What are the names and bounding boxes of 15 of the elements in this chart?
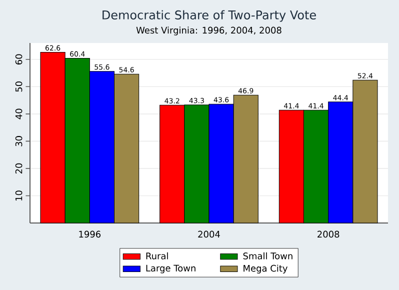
y-tick-label: 30 bbox=[15, 136, 22, 146]
chart-subtitle: West Virginia: 1996, 2004, 2008 bbox=[136, 26, 282, 36]
legend-label: Mega City bbox=[244, 264, 288, 274]
chart-title: Democratic Share of Two-Party Vote bbox=[102, 10, 316, 22]
y-tick-label: 50 bbox=[15, 82, 22, 92]
x-tick-label: 2008 bbox=[318, 230, 340, 238]
legend-label: Small Town bbox=[243, 252, 292, 260]
legend-label: Rural bbox=[146, 252, 168, 260]
legend-label: Large Town bbox=[146, 264, 196, 274]
x-tick-label: 1996 bbox=[79, 230, 101, 238]
y-tick-label: 10 bbox=[15, 190, 22, 200]
x-tick-label: 2004 bbox=[198, 230, 220, 238]
y-tick-label: 40 bbox=[15, 108, 22, 120]
y-tick-label: 60 bbox=[15, 54, 22, 64]
y-tick-label: 20 bbox=[15, 163, 22, 174]
